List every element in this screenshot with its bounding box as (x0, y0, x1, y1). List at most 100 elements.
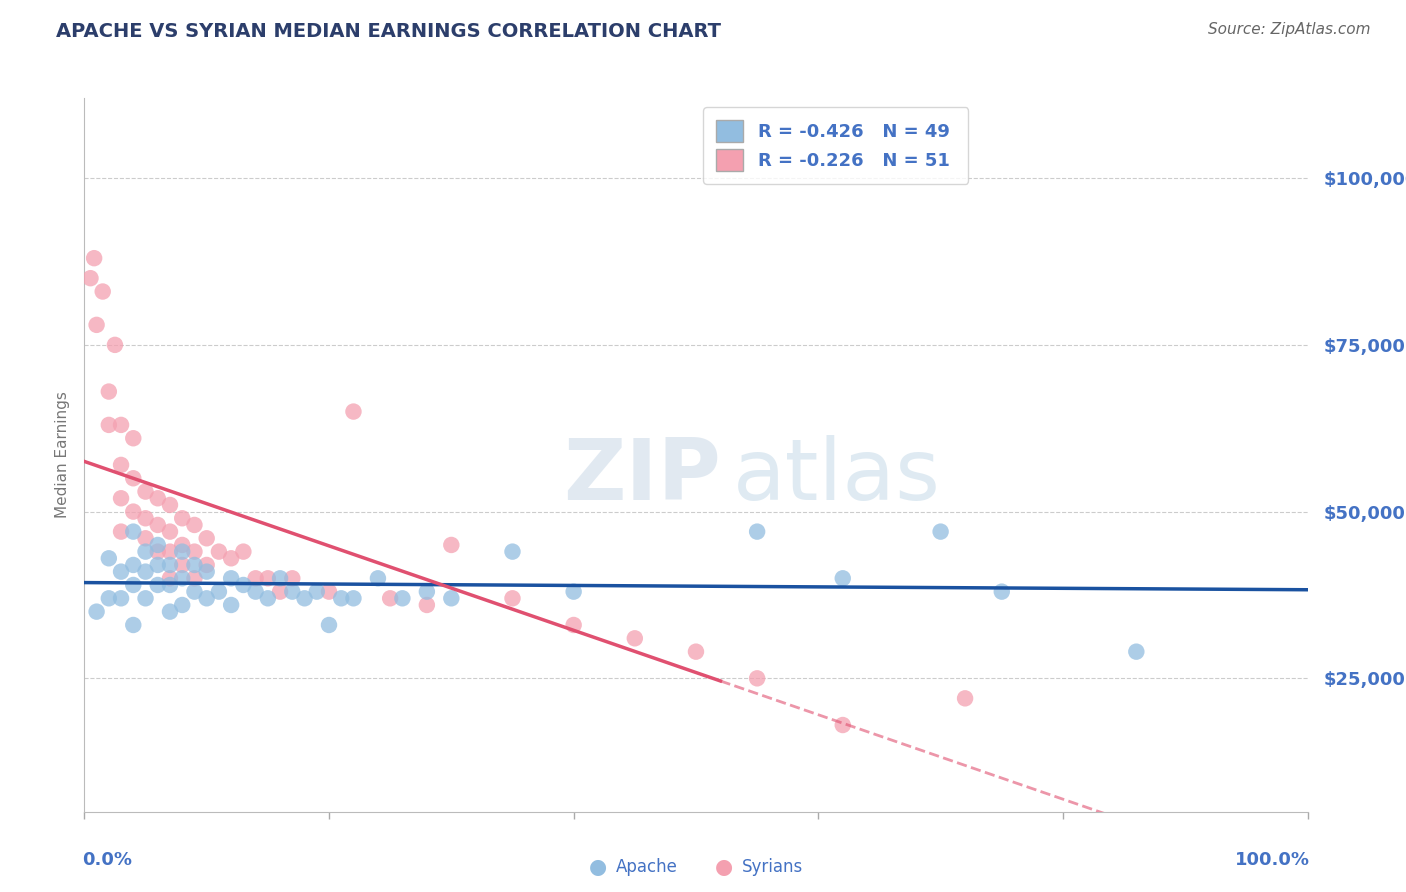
Text: 100.0%: 100.0% (1234, 851, 1310, 869)
Point (97, 417, 120, 432)
Point (146, 538, 169, 552)
Point (294, 591, 316, 606)
Point (330, 591, 353, 606)
Point (990, 584, 1012, 599)
Point (624, 632, 647, 646)
Point (1125, 645, 1147, 659)
Point (183, 518, 205, 533)
Point (110, 565, 132, 579)
Point (172, 538, 194, 552)
Text: APACHE VS SYRIAN MEDIAN EARNINGS CORRELATION CHART: APACHE VS SYRIAN MEDIAN EARNINGS CORRELA… (56, 22, 721, 41)
Point (195, 531, 218, 545)
Point (305, 584, 328, 599)
Text: 0.0%: 0.0% (82, 851, 132, 869)
Point (146, 558, 169, 572)
Point (86, 318, 108, 332)
Point (416, 584, 439, 599)
Point (110, 524, 132, 539)
Point (122, 524, 145, 539)
Point (110, 491, 132, 506)
Point (135, 565, 157, 579)
Point (342, 591, 364, 606)
Point (391, 591, 413, 606)
Point (380, 591, 402, 606)
Text: ●: ● (589, 857, 606, 877)
Point (97, 384, 120, 399)
Point (342, 404, 364, 418)
Point (172, 558, 194, 572)
Point (269, 584, 291, 599)
Point (135, 531, 157, 545)
Point (245, 584, 267, 599)
Point (122, 558, 145, 572)
Point (135, 544, 157, 558)
Point (562, 618, 585, 632)
Point (232, 544, 254, 558)
Point (318, 584, 340, 599)
Point (135, 591, 157, 606)
Point (122, 618, 145, 632)
Point (97, 591, 120, 606)
Point (104, 338, 127, 352)
Point (135, 511, 157, 525)
Point (501, 544, 523, 558)
Point (159, 558, 181, 572)
Point (110, 458, 132, 472)
Point (953, 691, 976, 706)
Point (232, 578, 254, 592)
Point (159, 544, 181, 558)
Text: ●: ● (716, 857, 733, 877)
Point (159, 498, 181, 512)
Point (146, 518, 169, 533)
Point (172, 571, 194, 585)
Point (172, 598, 194, 612)
Point (269, 571, 291, 585)
Point (929, 524, 952, 539)
Point (83, 251, 105, 265)
Point (219, 551, 242, 566)
Text: ZIP: ZIP (562, 434, 720, 518)
Point (195, 558, 218, 572)
Point (195, 591, 218, 606)
Point (440, 538, 463, 552)
Point (79, 271, 101, 285)
Legend: R = -0.426   N = 49, R = -0.226   N = 51 : R = -0.426 N = 49, R = -0.226 N = 51 (703, 107, 969, 184)
Point (747, 671, 769, 685)
Point (122, 431, 145, 445)
Point (159, 524, 181, 539)
Point (208, 584, 231, 599)
Point (685, 645, 707, 659)
Point (219, 571, 242, 585)
Point (159, 605, 181, 619)
Point (183, 571, 205, 585)
Point (122, 471, 145, 485)
Point (416, 598, 439, 612)
Point (501, 591, 523, 606)
Point (219, 598, 242, 612)
Point (172, 544, 194, 558)
Point (122, 505, 145, 519)
Point (257, 571, 280, 585)
Point (440, 591, 463, 606)
Point (195, 565, 218, 579)
Point (208, 544, 231, 558)
Text: Source: ZipAtlas.com: Source: ZipAtlas.com (1208, 22, 1371, 37)
Point (146, 578, 169, 592)
Point (135, 484, 157, 499)
Point (183, 544, 205, 558)
Point (562, 584, 585, 599)
Point (146, 491, 169, 506)
Text: Syrians: Syrians (742, 858, 804, 876)
Point (257, 591, 280, 606)
Point (159, 578, 181, 592)
Point (831, 718, 853, 732)
Point (281, 584, 304, 599)
Text: atlas: atlas (733, 434, 941, 518)
Point (318, 618, 340, 632)
Point (281, 571, 304, 585)
Point (97, 551, 120, 566)
Point (831, 571, 853, 585)
Point (110, 591, 132, 606)
Point (91, 285, 114, 299)
Point (86, 605, 108, 619)
